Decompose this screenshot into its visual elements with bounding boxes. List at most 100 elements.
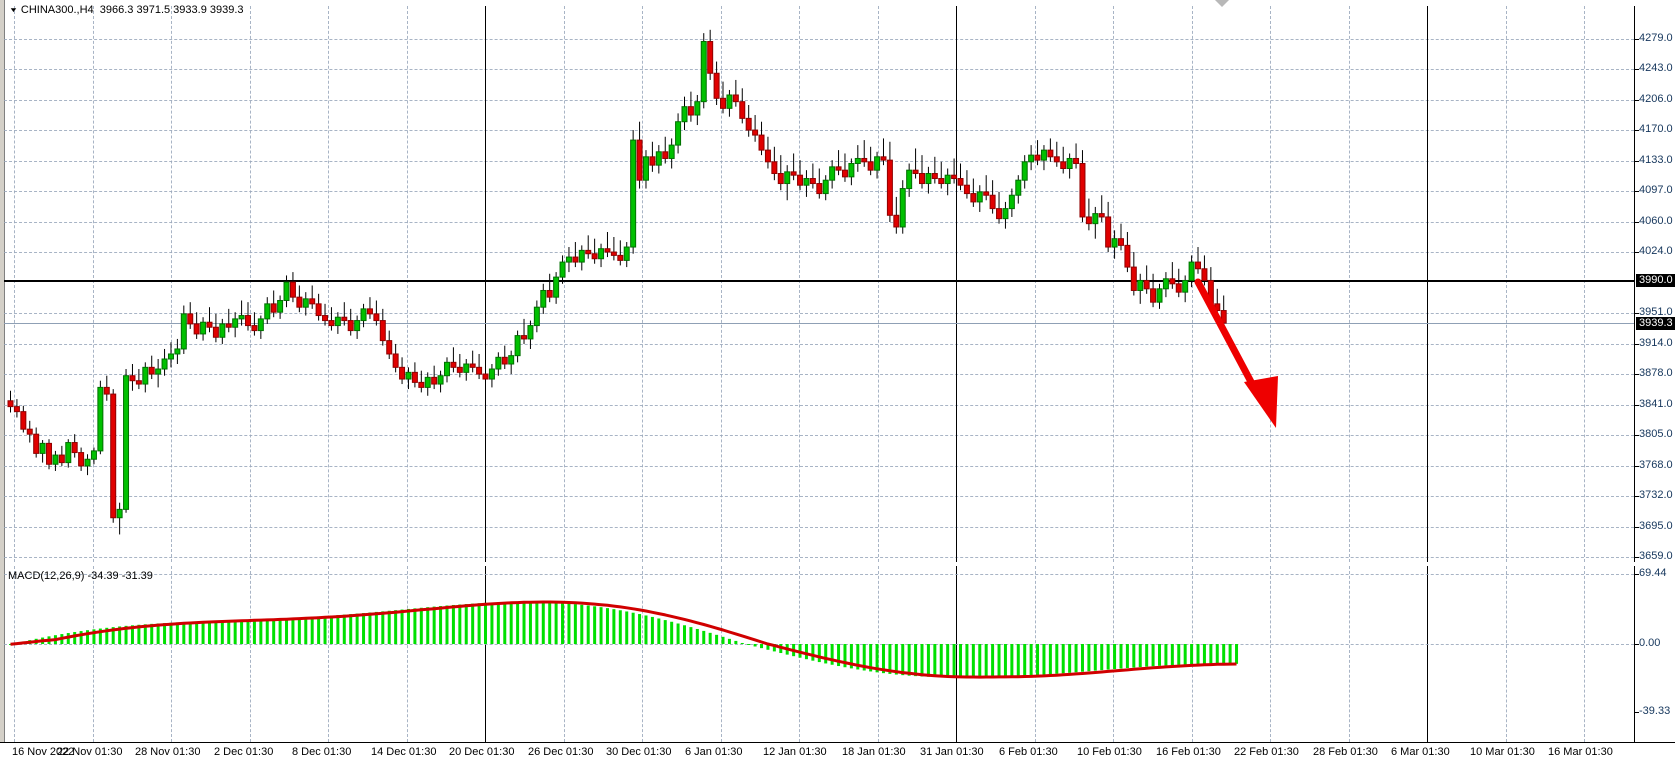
resistance-level-line[interactable]: [4, 280, 1634, 283]
time-gridline: [93, 566, 94, 742]
candlestick: [777, 173, 784, 185]
macd-histogram-bar: [368, 612, 372, 644]
candlestick: [1143, 279, 1150, 290]
time-gridline: [799, 6, 800, 562]
candlestick: [180, 313, 187, 350]
time-gridline: [328, 566, 329, 742]
price-axis-label: 4206.0: [1639, 92, 1673, 105]
candlestick: [745, 117, 752, 131]
macd-histogram-bar: [682, 625, 686, 644]
macd-histogram-bar: [259, 619, 263, 644]
macd-histogram-bar: [856, 644, 860, 670]
candlestick: [283, 281, 290, 302]
macd-histogram-bar: [317, 616, 321, 644]
macd-histogram-bar: [997, 644, 1001, 677]
candlestick: [1182, 279, 1189, 293]
macd-histogram-bar: [946, 644, 950, 678]
candlestick: [200, 321, 207, 335]
candlestick: [296, 296, 303, 308]
time-gridline: [485, 6, 486, 562]
time-axis-label: 2 Dec 01:30: [214, 746, 274, 758]
candlestick: [116, 508, 123, 519]
candlestick: [944, 174, 951, 185]
price-axis-label: 4170.0: [1639, 123, 1673, 136]
price-axis-label: 4060.0: [1639, 214, 1673, 227]
candlestick: [1053, 156, 1060, 163]
macd-histogram-bar: [471, 603, 475, 644]
macd-histogram-bar: [657, 618, 661, 644]
macd-axis-label: 0.00: [1639, 637, 1661, 649]
pane-collapse-caret-icon[interactable]: [1215, 0, 1229, 7]
macd-histogram-bar: [817, 644, 821, 663]
macd-histogram-bar: [355, 613, 359, 644]
time-gridline: [1035, 566, 1036, 742]
candlestick: [1201, 268, 1208, 281]
candlestick: [277, 300, 284, 313]
level-price-badge[interactable]: 3990.0: [1636, 274, 1675, 288]
candlestick: [642, 156, 649, 181]
candlestick: [925, 173, 932, 185]
time-gridline: [250, 6, 251, 562]
macd-histogram-bar: [73, 632, 77, 644]
candlestick: [880, 156, 887, 161]
macd-histogram-bar: [715, 634, 719, 644]
price-axis-label: 3914.0: [1639, 336, 1673, 349]
candlestick: [598, 248, 605, 260]
macd-axis[interactable]: 69.44 0.00 -39.33: [1634, 566, 1675, 742]
current-price-badge[interactable]: 3939.3: [1636, 316, 1675, 330]
macd-histogram-bar: [1029, 644, 1033, 676]
time-gridline: [14, 566, 15, 742]
macd-indicator-pane[interactable]: [4, 566, 1634, 742]
macd-histogram-bar: [490, 602, 494, 644]
candlestick: [328, 320, 335, 327]
candlestick: [110, 393, 117, 519]
candlestick: [84, 458, 91, 467]
candlestick: [835, 166, 842, 171]
macd-axis-tick: [1635, 644, 1639, 645]
macd-axis-tick: [1635, 574, 1639, 575]
candlestick: [784, 171, 791, 185]
price-gridline: [4, 374, 1634, 376]
price-axis-tick: [1635, 404, 1639, 406]
candlestick: [315, 303, 322, 317]
candlestick: [7, 400, 14, 408]
time-gridline: [1113, 6, 1114, 562]
candlestick: [431, 376, 438, 385]
candlestick: [1002, 208, 1009, 220]
macd-histogram-bar: [188, 621, 192, 644]
macd-histogram-bar: [1202, 644, 1206, 665]
macd-histogram-bar: [965, 644, 969, 678]
time-gridline: [1349, 566, 1350, 742]
candlestick: [970, 193, 977, 203]
price-axis-tick: [1635, 557, 1639, 558]
candlestick: [360, 308, 367, 322]
candlestick: [13, 406, 20, 413]
macd-histogram-bar: [1093, 644, 1097, 671]
price-axis[interactable]: 4279.0 4243.0 4206.0 4170.0 4133.0 4097.0 4060…: [1634, 6, 1675, 562]
candlestick: [636, 139, 643, 181]
macd-histogram-bar: [689, 627, 693, 644]
macd-histogram-bar: [1061, 644, 1065, 674]
macd-histogram-bar: [760, 644, 764, 649]
bid-price-line: [4, 322, 1634, 324]
macd-histogram-bar: [561, 603, 565, 644]
candlestick: [546, 289, 553, 298]
time-gridline: [328, 6, 329, 562]
price-gridline: [4, 160, 1634, 162]
macd-histogram-bar: [1010, 644, 1014, 677]
macd-histogram-bar: [381, 611, 385, 644]
time-axis[interactable]: 16 Nov 2022 22 Nov 01:30 28 Nov 01:30 2 Dec…: [0, 742, 1675, 764]
price-chart-pane[interactable]: [4, 6, 1634, 562]
candlestick: [219, 323, 226, 338]
macd-histogram-bar: [394, 610, 398, 644]
macd-histogram-bar: [1177, 644, 1181, 665]
candlestick: [373, 313, 380, 322]
time-gridline: [642, 566, 643, 742]
macd-histogram-bar: [1183, 644, 1187, 665]
caret-down-icon[interactable]: ▼: [8, 6, 19, 14]
candlestick: [996, 208, 1003, 220]
macd-histogram-bar: [772, 644, 776, 652]
candlestick: [521, 335, 528, 340]
time-gridline: [171, 566, 172, 742]
